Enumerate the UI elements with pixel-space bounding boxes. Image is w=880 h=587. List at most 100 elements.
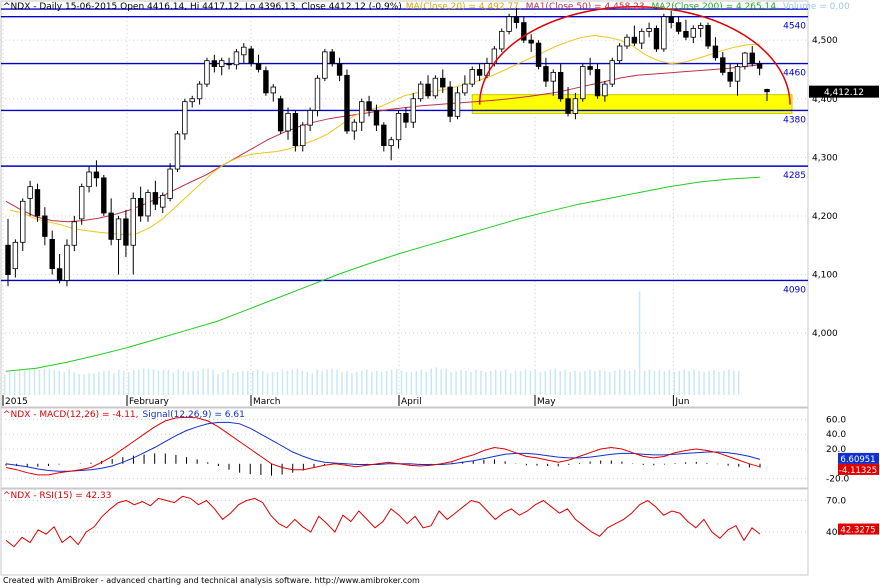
candle-body	[712, 45, 719, 59]
volume-bar	[455, 370, 457, 395]
volume-bar	[311, 373, 313, 395]
volume-bar	[400, 370, 403, 395]
rounding-top-arc	[478, 6, 791, 105]
volume-bar	[53, 369, 56, 395]
candle-body	[263, 70, 269, 94]
volume-bar	[83, 374, 85, 395]
volume-bar	[137, 369, 140, 395]
candle-body	[93, 171, 100, 179]
candle-body	[167, 168, 173, 199]
candle-body	[609, 60, 615, 85]
candle-body	[373, 110, 380, 126]
volume-bar	[202, 368, 204, 395]
candle-body	[174, 133, 181, 170]
candle-body	[292, 112, 299, 147]
volume-bar	[668, 369, 671, 395]
level-label: 4460	[783, 69, 806, 79]
candle-body	[764, 88, 770, 93]
candle-body	[115, 218, 122, 240]
candle-body	[675, 22, 682, 32]
volume-bar	[534, 369, 537, 395]
volume-bar	[519, 370, 522, 395]
volume-bar	[698, 370, 700, 395]
price-tick-label: 4,200	[812, 212, 838, 222]
volume-bar	[108, 370, 110, 395]
volume-bar	[425, 372, 428, 395]
candle-body	[469, 69, 475, 85]
macd-tick-label: 20.0	[826, 445, 846, 455]
candle-body	[462, 83, 468, 94]
candle-body	[285, 112, 291, 132]
candle-body	[756, 63, 763, 69]
volume-bar	[653, 370, 656, 395]
candle-body	[101, 177, 107, 214]
macd-label: ^NDX - MACD(12,26) = -4.11,	[3, 410, 139, 420]
candle-body	[270, 86, 276, 94]
price-tick-label: 4,400	[812, 95, 838, 105]
candle-body	[417, 83, 424, 100]
candle-body	[432, 77, 439, 97]
candle-body	[734, 66, 741, 82]
volume-bar	[460, 369, 462, 395]
volume-bar	[614, 370, 616, 395]
volume-bar	[514, 370, 517, 395]
candle-body	[521, 22, 527, 41]
rsi-header: ^NDX - RSI(15) = 42.33	[3, 491, 115, 502]
volume-bar	[351, 373, 353, 395]
horizontal-levels: 4540 4460 4380 4285 4090	[1, 8, 808, 295]
volume-bar	[78, 374, 80, 395]
volume-bar	[494, 369, 497, 395]
candle-body	[388, 139, 394, 147]
volume-bar	[604, 370, 606, 395]
price-axis: 4,500 4,400 4,300 4,200 4,100 4,000	[812, 36, 838, 339]
ma200-label: MA2(Close,200) = 4,265.14,	[651, 2, 779, 12]
rsi-label: ^NDX - RSI(15) = 42.33	[3, 491, 112, 501]
macd-tick-label: 40.0	[826, 430, 846, 440]
volume-bar	[420, 369, 423, 395]
volume-bar	[227, 369, 229, 395]
volume-bar	[643, 370, 646, 395]
candle-body	[182, 101, 188, 135]
volume-bar	[529, 370, 532, 395]
date-axis: 2015 February March April May Jun	[2, 395, 689, 407]
footer: Created with AmiBroker - advanced charti…	[3, 576, 420, 585]
volume-bar	[544, 370, 547, 395]
volume-bar	[385, 370, 388, 395]
volume-bar	[48, 368, 51, 395]
volume-bar	[142, 368, 145, 395]
volume-bar	[167, 369, 170, 395]
volume-bar	[68, 368, 70, 395]
candle-body	[204, 60, 210, 85]
volume-bar	[569, 372, 571, 395]
volume-bar	[88, 373, 90, 395]
volume-bar	[599, 369, 601, 395]
last-price-badge: 4,412.12	[809, 85, 879, 98]
volume-bar	[549, 369, 552, 395]
macd-tick-label: -20.0	[826, 475, 850, 485]
price-tick-label: 4,500	[812, 36, 838, 46]
volume-bar	[23, 370, 26, 395]
volume-bar	[554, 368, 556, 395]
signal-value-box	[838, 463, 879, 475]
volume-bar	[18, 370, 21, 395]
candle-body	[410, 98, 416, 123]
volume-bar	[410, 372, 413, 395]
volume-bar	[266, 373, 269, 395]
candle-body	[506, 16, 512, 32]
candle-body	[631, 36, 638, 44]
candle-body	[580, 66, 586, 100]
candle-body	[381, 124, 387, 147]
volume-bar	[738, 370, 740, 395]
candle-body	[78, 186, 85, 220]
volume-bar	[286, 370, 289, 395]
support-zone	[471, 94, 793, 114]
candle-body	[668, 16, 674, 23]
volume-bar	[271, 372, 274, 395]
month-label: 2015	[5, 397, 28, 407]
rsi-line	[5, 495, 761, 548]
volume-bar	[331, 368, 333, 395]
candle-body	[196, 83, 203, 100]
month-label: March	[253, 397, 280, 407]
volume-bar	[256, 369, 259, 395]
candle-body	[322, 51, 328, 79]
